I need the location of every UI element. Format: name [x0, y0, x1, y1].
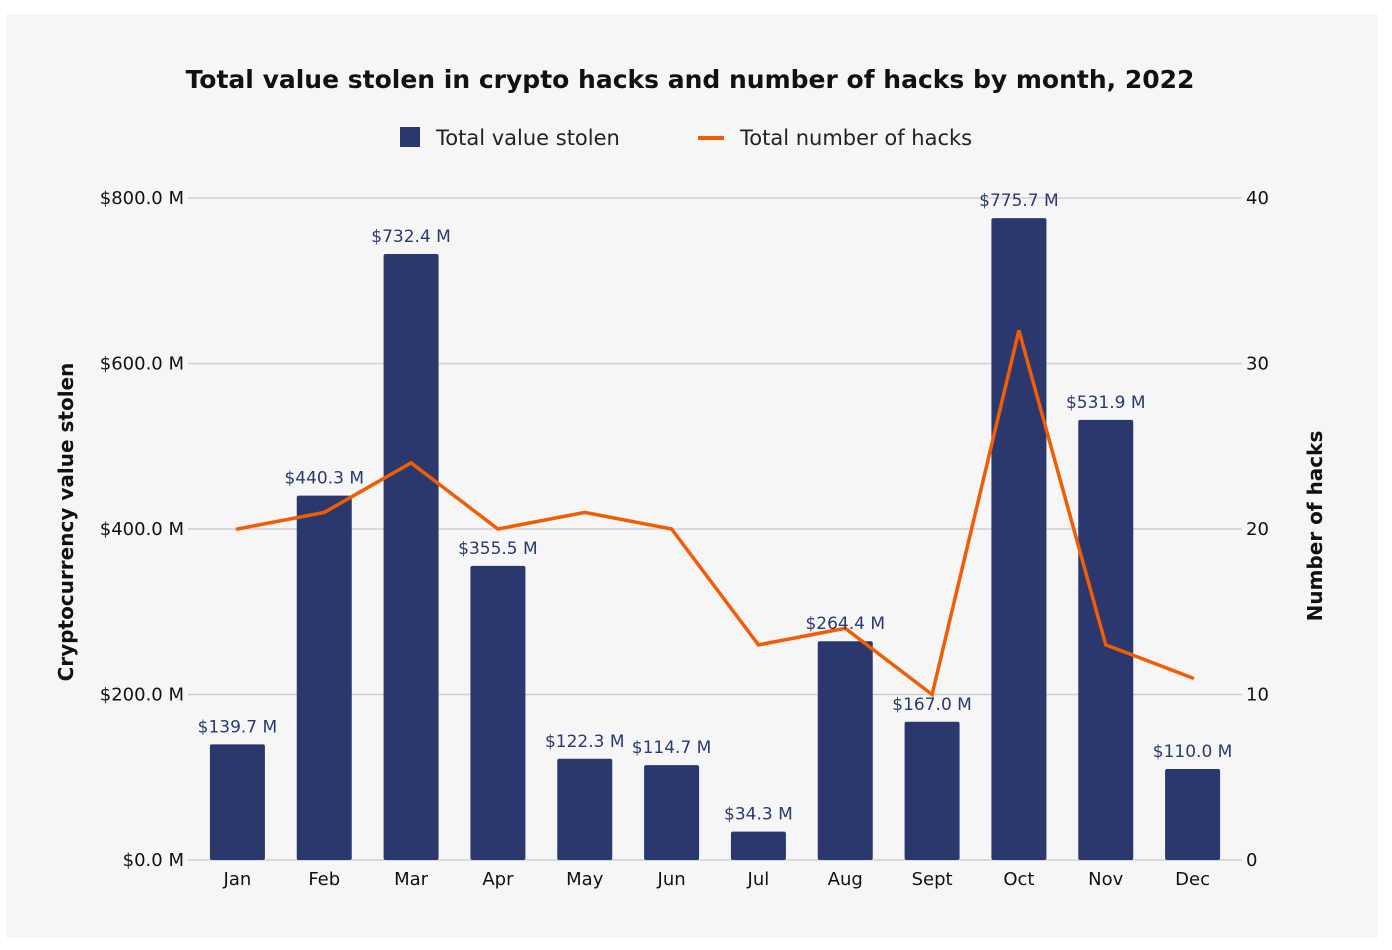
- x-tick-label: Aug: [828, 869, 863, 890]
- bar: [383, 253, 439, 861]
- x-tick-label: Dec: [1175, 869, 1210, 890]
- bars: [209, 218, 1221, 861]
- axes: $0.0 M 0 $200.0 M 10 $400.0 M 20 $600.0 M 30 $80…: [100, 188, 1269, 890]
- bar-data-label: $167.0 M: [892, 695, 972, 715]
- bar-data-label: $122.3 M: [545, 732, 625, 752]
- bar-data-label: $732.4 M: [371, 227, 451, 247]
- y-tick-label-left: $600.0 M: [100, 354, 184, 375]
- chart-title: Total value stolen in crypto hacks and n…: [186, 65, 1195, 94]
- bar-data-label: $139.7 M: [198, 717, 278, 737]
- x-tick-label: Jan: [223, 869, 252, 890]
- x-tick-label: Oct: [1003, 869, 1034, 890]
- bar: [904, 721, 960, 860]
- y-tick-label-right: 40: [1246, 188, 1269, 209]
- x-tick-label: Jun: [657, 869, 686, 890]
- bar: [296, 495, 352, 860]
- y-tick-label-left: $200.0 M: [100, 685, 184, 706]
- x-tick-label: Nov: [1088, 869, 1123, 890]
- y-tick-label-left: $400.0 M: [100, 519, 184, 540]
- bar: [209, 744, 265, 860]
- legend: Total value stolen Total number of hacks: [400, 126, 972, 150]
- bar: [730, 831, 786, 860]
- y-axis-title-right: Number of hacks: [1303, 431, 1327, 622]
- bar: [470, 565, 526, 860]
- y-tick-label-right: 0: [1246, 850, 1257, 871]
- bar: [991, 218, 1047, 860]
- y-tick-label-left: $0.0 M: [123, 850, 184, 871]
- gridlines: [188, 197, 1242, 861]
- bar: [817, 641, 873, 860]
- bar-data-label: $775.7 M: [979, 191, 1059, 211]
- bar: [1165, 768, 1221, 860]
- bar-data-label: $531.9 M: [1066, 393, 1146, 413]
- bar-data-label: $264.4 M: [805, 614, 885, 634]
- x-tick-label: Sept: [912, 869, 953, 890]
- y-tick-label-right: 20: [1246, 519, 1269, 540]
- chart-container: Total value stolen in crypto hacks and n…: [6, 14, 1378, 938]
- legend-swatch-bar: [400, 127, 420, 147]
- bar-data-label: $440.3 M: [284, 469, 364, 489]
- bar-data-label: $34.3 M: [724, 805, 793, 825]
- x-tick-label: Jul: [747, 869, 770, 890]
- y-axis-title-left: Cryptocurrency value stolen: [54, 363, 78, 682]
- bar: [644, 765, 700, 860]
- data-labels: $139.7 M $440.3 M $732.4 M $355.5 M $122.3 M…: [198, 191, 1233, 825]
- bar-data-label: $114.7 M: [632, 738, 712, 758]
- y-tick-label-left: $800.0 M: [100, 188, 184, 209]
- y-tick-label-right: 10: [1246, 685, 1269, 706]
- y-tick-label-right: 30: [1246, 354, 1269, 375]
- x-tick-label: May: [566, 869, 604, 890]
- combo-chart: Total value stolen in crypto hacks and n…: [54, 65, 1327, 890]
- bar-data-label: $355.5 M: [458, 539, 538, 559]
- x-tick-label: Apr: [482, 869, 514, 890]
- legend-label-value-stolen: Total value stolen: [435, 126, 620, 150]
- x-tick-label: Mar: [394, 869, 429, 890]
- hacks-line: [235, 329, 1195, 698]
- bar: [557, 758, 613, 860]
- hacks-series-line: [235, 329, 1195, 698]
- bar-data-label: $110.0 M: [1153, 742, 1233, 762]
- legend-label-number-of-hacks: Total number of hacks: [739, 126, 972, 150]
- x-tick-label: Feb: [308, 869, 340, 890]
